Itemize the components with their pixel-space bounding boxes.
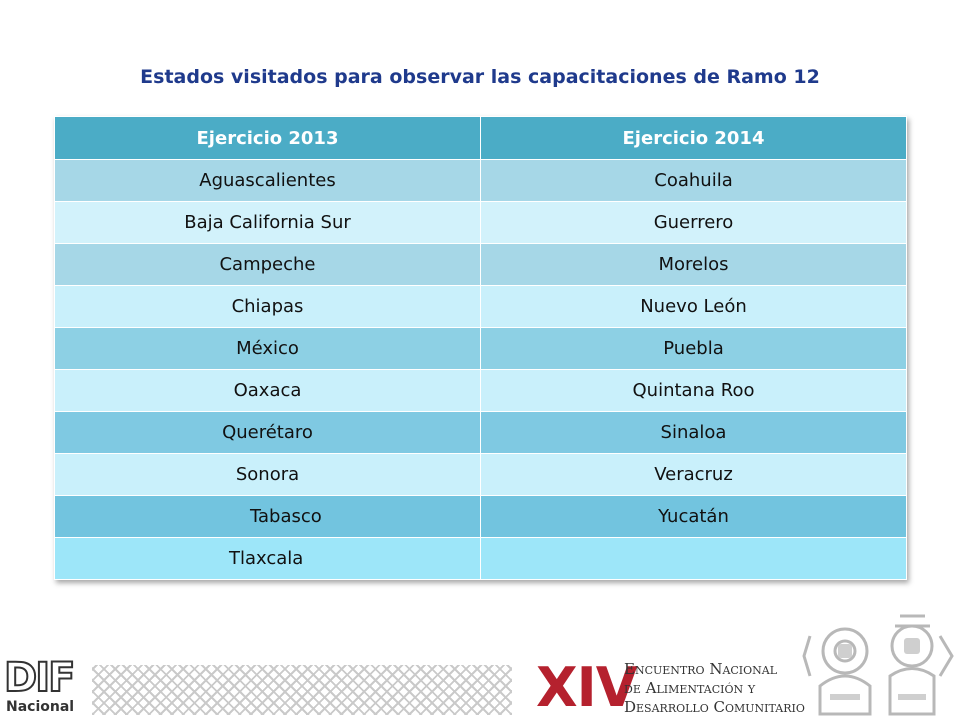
dif-subtitle: Nacional: [6, 699, 75, 715]
slide-title: Estados visitados para observar las capa…: [140, 66, 820, 88]
cell-2013: Tabasco: [54, 495, 481, 538]
table-row: México Puebla: [54, 327, 907, 370]
cell-2014: [480, 537, 907, 580]
table-row: Campeche Morelos: [54, 243, 907, 286]
cell-2014: Veracruz: [480, 453, 907, 496]
cell-2013: Campeche: [54, 243, 481, 286]
cell-2013: Aguascalientes: [54, 159, 481, 202]
dif-logo: DIF Nacional: [3, 655, 82, 718]
cell-2013: Querétaro: [54, 411, 481, 454]
table-row: Chiapas Nuevo León: [54, 285, 907, 328]
event-line-3: Desarrollo Comunitario: [624, 698, 805, 716]
cell-2014: Yucatán: [480, 495, 907, 538]
table-row: Oaxaca Quintana Roo: [54, 369, 907, 412]
cell-2014: Puebla: [480, 327, 907, 370]
cell-2014: Guerrero: [480, 201, 907, 244]
cell-2013: Baja California Sur: [54, 201, 481, 244]
table-row: Baja California Sur Guerrero: [54, 201, 907, 244]
event-name: Encuentro Nacional de Alimentación y Des…: [624, 660, 805, 717]
cell-2014: Quintana Roo: [480, 369, 907, 412]
cell-2013: México: [54, 327, 481, 370]
header-2013: Ejercicio 2013: [54, 116, 481, 160]
table-header-row: Ejercicio 2013 Ejercicio 2014: [54, 116, 907, 160]
table-row: Aguascalientes Coahuila: [54, 159, 907, 202]
cell-2013: Oaxaca: [54, 369, 481, 412]
table-row: Tabasco Yucatán: [54, 495, 907, 538]
event-line-1: Encuentro Nacional: [624, 660, 778, 678]
cell-2014: Sinaloa: [480, 411, 907, 454]
dif-logo-text: DIF: [3, 655, 76, 701]
decorative-pattern: [92, 665, 512, 715]
states-table: Ejercicio 2013 Ejercicio 2014 Aguascalie…: [54, 116, 907, 580]
cell-2013: Chiapas: [54, 285, 481, 328]
cell-2014: Coahuila: [480, 159, 907, 202]
aztec-glyph-icon: [802, 614, 954, 716]
cell-2014: Nuevo León: [480, 285, 907, 328]
cell-2013: Sonora: [54, 453, 481, 496]
table-row: Sonora Veracruz: [54, 453, 907, 496]
header-2014: Ejercicio 2014: [480, 116, 907, 160]
table-row: Querétaro Sinaloa: [54, 411, 907, 454]
event-number: XIV: [536, 656, 638, 719]
table-row: Tlaxcala: [54, 537, 907, 580]
cell-2013: Tlaxcala: [54, 537, 481, 580]
event-line-2: de Alimentación y: [624, 679, 756, 697]
cell-2014: Morelos: [480, 243, 907, 286]
